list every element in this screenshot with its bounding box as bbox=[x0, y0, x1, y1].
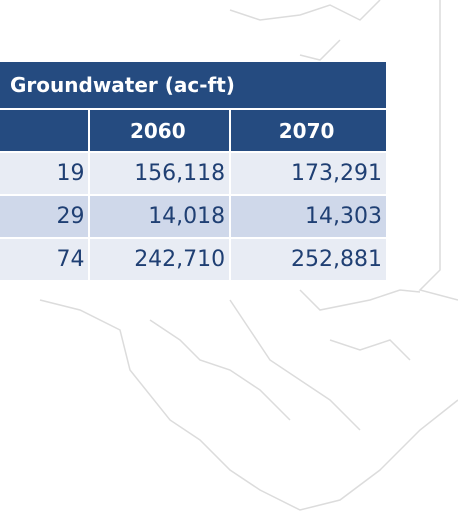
group-header: Groundwater (ac-ft) bbox=[0, 62, 386, 108]
cell: 156,118 bbox=[88, 153, 230, 194]
groundwater-table: Groundwater (ac-ft) 2060 2070 19 156,118… bbox=[0, 60, 386, 282]
cell: 242,710 bbox=[88, 239, 230, 280]
cell: 74 bbox=[0, 239, 89, 280]
column-header bbox=[0, 110, 89, 151]
cell: 19 bbox=[0, 153, 89, 194]
column-header: 2070 bbox=[229, 110, 386, 151]
cell: 252,881 bbox=[229, 239, 386, 280]
cell: 14,018 bbox=[88, 196, 230, 237]
cell: 29 bbox=[0, 196, 89, 237]
column-header: 2060 bbox=[88, 110, 230, 151]
cell: 173,291 bbox=[229, 153, 386, 194]
cell: 14,303 bbox=[229, 196, 386, 237]
